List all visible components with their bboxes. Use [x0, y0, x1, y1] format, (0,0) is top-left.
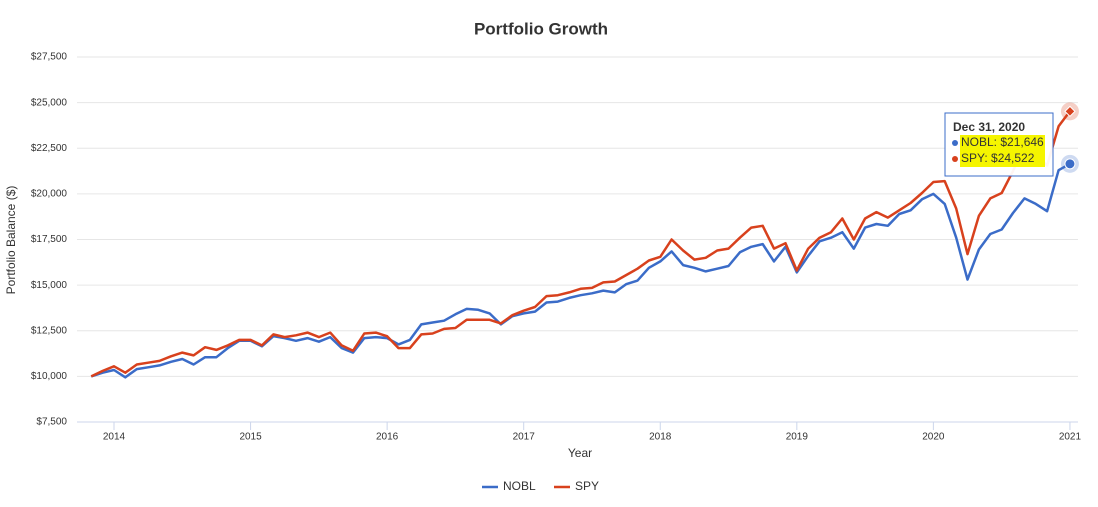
x-tick-label: 2017 [513, 432, 536, 443]
x-tick-label: 2014 [103, 432, 126, 443]
chart-title: Portfolio Growth [474, 19, 608, 38]
y-tick-label: $27,500 [31, 52, 68, 63]
series-line [90, 110, 1071, 378]
y-tick-label: $15,000 [31, 280, 68, 291]
y-tick-label: $25,000 [31, 97, 68, 108]
x-tick-label: 2016 [376, 432, 399, 443]
hover-point [1064, 158, 1076, 170]
series-line [90, 162, 1071, 379]
x-tick-label: 2021 [1059, 432, 1082, 443]
hover-point [1064, 105, 1076, 118]
legend-label: SPY [575, 479, 599, 493]
y-tick-label: $10,000 [31, 371, 68, 382]
highlight [960, 135, 1045, 151]
y-tick-label: $7,500 [36, 417, 67, 428]
tooltip-dot [952, 140, 958, 146]
x-tick-label: 2018 [649, 432, 672, 443]
tooltip-dot [952, 156, 958, 162]
y-tick-label: $12,500 [31, 325, 68, 336]
tooltip-label: NOBL: $21,646 [961, 135, 1044, 149]
legend-label: NOBL [503, 479, 536, 493]
y-axis-title: Portfolio Balance ($) [4, 186, 18, 295]
highlight [960, 151, 1045, 167]
x-tick-label: 2019 [786, 432, 809, 443]
tooltip-label: SPY: $24,522 [961, 151, 1035, 165]
y-tick-label: $17,500 [31, 234, 68, 245]
tooltip-date: Dec 31, 2020 [953, 120, 1025, 134]
y-tick-label: $22,500 [31, 143, 68, 154]
x-tick-label: 2015 [239, 432, 262, 443]
y-tick-label: $20,000 [31, 189, 68, 200]
x-axis-title: Year [568, 446, 592, 460]
x-tick-label: 2020 [922, 432, 945, 443]
